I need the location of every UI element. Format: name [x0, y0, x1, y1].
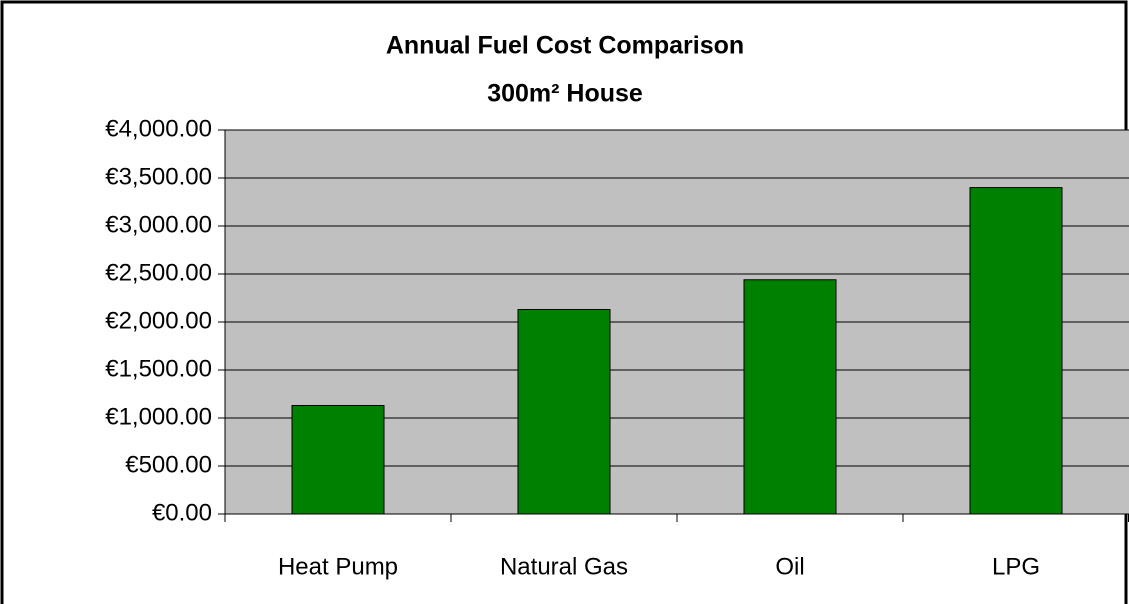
bar	[517, 309, 611, 515]
y-tick-label: €0.00	[152, 499, 212, 526]
y-tick-label: €2,500.00	[105, 259, 212, 286]
y-tick-label: €500.00	[125, 451, 212, 478]
y-tick-label: €3,500.00	[105, 163, 212, 190]
chart-title: Annual Fuel Cost Comparison	[386, 32, 744, 60]
chart-subtitle: 300m² House	[487, 80, 643, 108]
bar	[969, 187, 1063, 515]
x-tick-label: Heat Pump	[278, 553, 398, 580]
y-tick-label: €2,000.00	[105, 307, 212, 334]
x-tick-label: LPG	[992, 553, 1040, 580]
x-tick-label: Oil	[775, 553, 804, 580]
x-tick-label: Natural Gas	[500, 553, 628, 580]
bar	[743, 279, 837, 515]
y-tick-label: €1,500.00	[105, 355, 212, 382]
y-tick-label: €1,000.00	[105, 403, 212, 430]
y-tick-label: €3,000.00	[105, 211, 212, 238]
bar	[291, 405, 385, 515]
y-tick-label: €4,000.00	[105, 115, 212, 142]
